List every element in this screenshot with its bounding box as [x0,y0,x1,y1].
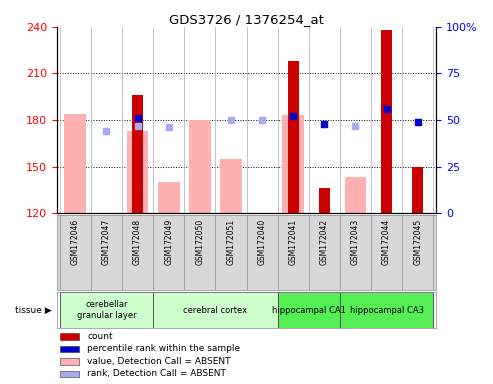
Bar [345,177,366,213]
Bar [412,167,423,213]
Bar [189,120,211,213]
Bar [61,346,79,353]
Text: GSM172042: GSM172042 [320,219,329,265]
Text: value, Detection Call = ABSENT: value, Detection Call = ABSENT [87,357,231,366]
Text: GSM172043: GSM172043 [351,219,360,265]
Text: GSM172047: GSM172047 [102,219,111,265]
Text: GSM172045: GSM172045 [413,219,422,265]
Text: GSM172051: GSM172051 [226,219,236,265]
Text: GSM172040: GSM172040 [257,219,267,265]
Bar [340,292,433,328]
Text: cerebral cortex: cerebral cortex [183,306,247,314]
Bar [132,95,143,213]
Bar [288,61,299,213]
Bar [319,188,330,213]
Text: percentile rank within the sample: percentile rank within the sample [87,344,240,353]
Title: GDS3726 / 1376254_at: GDS3726 / 1376254_at [169,13,324,26]
Bar [153,292,278,328]
Bar [60,292,153,328]
Text: GSM172050: GSM172050 [195,219,204,265]
Text: GSM172044: GSM172044 [382,219,391,265]
Bar [61,358,79,365]
Text: rank, Detection Call = ABSENT: rank, Detection Call = ABSENT [87,369,226,378]
Bar [158,182,179,213]
Text: GSM172049: GSM172049 [164,219,173,265]
Text: count: count [87,332,113,341]
Bar [65,114,86,213]
Text: GSM172041: GSM172041 [289,219,298,265]
Text: cerebellar
granular layer: cerebellar granular layer [77,300,136,320]
Text: tissue ▶: tissue ▶ [15,306,52,314]
Text: hippocampal CA3: hippocampal CA3 [350,306,423,314]
Bar [220,159,242,213]
Bar [61,333,79,340]
Bar [127,131,148,213]
Bar [278,292,340,328]
Bar [61,371,79,377]
Text: GSM172046: GSM172046 [71,219,80,265]
Bar [381,30,392,213]
Text: GSM172048: GSM172048 [133,219,142,265]
Text: hippocampal CA1: hippocampal CA1 [272,306,346,314]
Bar [282,115,304,213]
